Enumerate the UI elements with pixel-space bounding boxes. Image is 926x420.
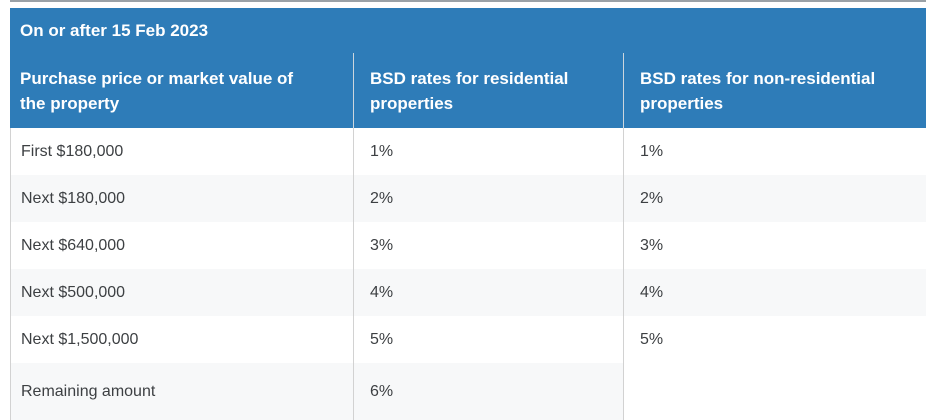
non-residential-rate-cell: 2% — [623, 175, 926, 222]
column-header-non-residential: BSD rates for non-residential properties — [623, 53, 926, 128]
residential-rate-cell: 6% — [353, 363, 623, 420]
table-row: Remaining amount 6% — [11, 363, 926, 420]
non-residential-rate-cell — [623, 363, 926, 420]
column-header-residential: BSD rates for residential properties — [353, 53, 623, 128]
top-divider — [10, 0, 926, 2]
non-residential-rate-cell: 1% — [623, 128, 926, 175]
table-row: First $180,000 1% 1% — [11, 128, 926, 175]
table-row: Next $1,500,000 5% 5% — [11, 316, 926, 363]
period-header: On or after 15 Feb 2023 — [10, 8, 926, 53]
table-row: Next $640,000 3% 3% — [11, 222, 926, 269]
residential-rate-cell: 5% — [353, 316, 623, 363]
non-residential-rate-cell: 5% — [623, 316, 926, 363]
table-row: Next $180,000 2% 2% — [11, 175, 926, 222]
column-header-property: Purchase price or market value of the pr… — [20, 68, 294, 113]
table-row: Next $500,000 4% 4% — [11, 269, 926, 316]
tier-cell: Next $180,000 — [21, 189, 126, 207]
residential-rate-cell: 1% — [353, 128, 623, 175]
tier-cell: Next $1,500,000 — [21, 330, 139, 348]
table-header: On or after 15 Feb 2023 Purchase price o… — [10, 8, 926, 128]
column-header-row: Purchase price or market value of the pr… — [10, 53, 926, 128]
bsd-rates-table: On or after 15 Feb 2023 Purchase price o… — [10, 8, 926, 420]
non-residential-rate-cell: 4% — [623, 269, 926, 316]
residential-rate-cell: 4% — [353, 269, 623, 316]
residential-rate-cell: 2% — [353, 175, 623, 222]
non-residential-rate-cell: 3% — [623, 222, 926, 269]
tier-cell: Next $500,000 — [21, 283, 126, 301]
residential-rate-cell: 3% — [353, 222, 623, 269]
table-body: First $180,000 1% 1% Next $180,000 2% 2%… — [10, 128, 926, 420]
tier-cell: Next $640,000 — [21, 236, 126, 254]
tier-cell: First $180,000 — [21, 142, 124, 160]
period-header-label: On or after 15 Feb 2023 — [20, 20, 209, 40]
tier-cell: Remaining amount — [21, 382, 156, 400]
